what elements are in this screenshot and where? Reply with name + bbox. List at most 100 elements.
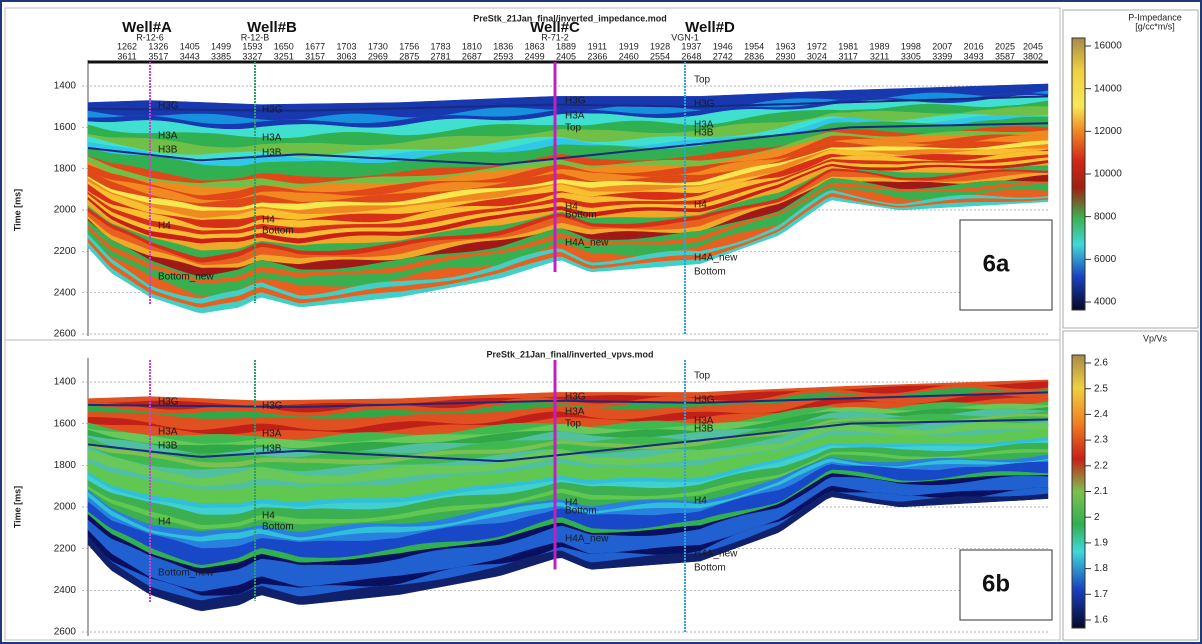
crossline-number: 3385 bbox=[211, 51, 231, 61]
horizon-label: H3B bbox=[262, 444, 282, 455]
inline-number: 1262 bbox=[117, 41, 137, 51]
horizon-label: Top bbox=[694, 75, 711, 86]
horizon-label: H4A_new bbox=[565, 238, 609, 249]
crossline-number: 3327 bbox=[242, 51, 262, 61]
horizon-label: Bottom bbox=[262, 226, 294, 237]
horizon-label: H4 bbox=[262, 215, 275, 226]
crossline-number: 3157 bbox=[305, 51, 325, 61]
horizon-label: Top bbox=[565, 123, 582, 134]
crossline-number: 2875 bbox=[399, 51, 419, 61]
colorbar-unit: [g/cc*m/s] bbox=[1135, 21, 1175, 31]
inline-number: 1405 bbox=[180, 41, 200, 51]
colorbar-tick-label: 1.8 bbox=[1094, 563, 1108, 574]
y-tick-label: 2600 bbox=[54, 329, 77, 340]
horizon-label: H4 bbox=[158, 221, 171, 232]
colorbar bbox=[1072, 355, 1085, 628]
horizon-label: Bottom_new bbox=[158, 568, 214, 579]
y-tick-label: 1600 bbox=[54, 418, 77, 429]
y-tick-label: 1800 bbox=[54, 163, 77, 174]
horizon-label: H3A bbox=[158, 131, 178, 142]
horizon-label: H3B bbox=[158, 441, 178, 452]
crossline-number: 2742 bbox=[713, 51, 733, 61]
horizon-label: Bottom bbox=[565, 506, 597, 517]
horizon-label: H3B bbox=[694, 424, 714, 435]
crossline-number: 2460 bbox=[619, 51, 639, 61]
horizon-label: H3G bbox=[694, 99, 715, 110]
inline-number: 1989 bbox=[870, 41, 890, 51]
inline-number: 1650 bbox=[274, 41, 294, 51]
horizon-label: H3A bbox=[565, 111, 585, 122]
colorbar-title: Vp/Vs bbox=[1143, 333, 1168, 343]
crossline-number: 2405 bbox=[556, 51, 576, 61]
inline-number: 1863 bbox=[525, 41, 545, 51]
crossline-number: 3443 bbox=[180, 51, 200, 61]
crossline-number: 3305 bbox=[901, 51, 921, 61]
horizon-label: H4 bbox=[262, 511, 275, 522]
horizon-label: H3G bbox=[262, 105, 283, 116]
inline-number: 1919 bbox=[619, 41, 639, 51]
crossline-number: 3611 bbox=[117, 51, 136, 61]
inline-number: 1836 bbox=[493, 41, 513, 51]
colorbar-tick-label: 1.9 bbox=[1094, 538, 1108, 549]
horizon-label: H3B bbox=[694, 128, 714, 139]
horizon-label: H3G bbox=[565, 392, 586, 403]
horizon-label: H4A_new bbox=[694, 549, 738, 560]
crossline-number: 2687 bbox=[462, 51, 482, 61]
inline-number: 1928 bbox=[650, 41, 670, 51]
horizon-label: H3G bbox=[565, 96, 586, 107]
crossline-number: 2648 bbox=[681, 51, 701, 61]
y-tick-label: 2600 bbox=[54, 627, 77, 638]
inline-number: 1730 bbox=[368, 41, 388, 51]
inline-number: 1937 bbox=[681, 41, 701, 51]
crossline-number: 3517 bbox=[148, 51, 168, 61]
inline-number: 1963 bbox=[775, 41, 795, 51]
panel-title: PreStk_21Jan_final/inverted_vpvs.mod bbox=[486, 349, 653, 359]
crossline-number: 2836 bbox=[744, 51, 764, 61]
horizon-label: H4A_new bbox=[694, 253, 738, 264]
inline-number: 1593 bbox=[242, 41, 262, 51]
horizon-label: H3A bbox=[262, 429, 282, 440]
inline-number: 1946 bbox=[713, 41, 733, 51]
crossline-number: 3211 bbox=[870, 51, 889, 61]
crossline-number: 3493 bbox=[964, 51, 984, 61]
horizon-label: H4A_new bbox=[565, 534, 609, 545]
colorbar-tick-label: 2.1 bbox=[1094, 486, 1108, 497]
inline-number: 1954 bbox=[744, 41, 764, 51]
figure: Well#AR-12-6Well#BR-12-BWell#CR-71-2Well… bbox=[0, 0, 1202, 644]
inline-number: 2025 bbox=[995, 41, 1015, 51]
crossline-number: 2781 bbox=[431, 51, 451, 61]
colorbar-tick-label: 1.7 bbox=[1094, 589, 1108, 600]
y-tick-label: 2400 bbox=[54, 287, 77, 298]
colorbar-tick-label: 2.4 bbox=[1094, 409, 1108, 420]
horizon-label: Top bbox=[565, 419, 582, 430]
crossline-number: 3024 bbox=[807, 51, 827, 61]
y-tick-label: 2000 bbox=[54, 502, 77, 513]
inline-number: 1677 bbox=[305, 41, 325, 51]
inline-number: 2016 bbox=[964, 41, 984, 51]
colorbar-tick-label: 16000 bbox=[1094, 41, 1122, 52]
colorbar-tick-label: 10000 bbox=[1094, 169, 1122, 180]
colorbar-tick-label: 2.2 bbox=[1094, 460, 1108, 471]
crossline-number: 3802 bbox=[1023, 51, 1043, 61]
crossline-number: 2593 bbox=[493, 51, 513, 61]
y-axis-title: Time [ms] bbox=[12, 189, 22, 231]
inline-number: 1981 bbox=[838, 41, 858, 51]
inline-number: 1911 bbox=[588, 41, 607, 51]
y-tick-label: 1400 bbox=[54, 377, 77, 388]
inline-number: 1499 bbox=[211, 41, 231, 51]
inline-number: 2045 bbox=[1023, 41, 1043, 51]
colorbar bbox=[1072, 38, 1085, 310]
crossline-number: 2930 bbox=[775, 51, 795, 61]
crossline-number: 2969 bbox=[368, 51, 388, 61]
inline-number: 1972 bbox=[807, 41, 827, 51]
inline-number: 1783 bbox=[431, 41, 451, 51]
colorbar-tick-label: 14000 bbox=[1094, 83, 1122, 94]
horizon-label: H4 bbox=[158, 517, 171, 528]
horizon-label: Bottom bbox=[694, 267, 726, 278]
horizon-label: H3B bbox=[262, 148, 282, 159]
horizon-label: H3G bbox=[158, 397, 179, 408]
crossline-number: 2554 bbox=[650, 51, 670, 61]
horizon-label: H4 bbox=[694, 200, 707, 211]
y-tick-label: 2200 bbox=[54, 246, 77, 257]
inline-number: 1889 bbox=[556, 41, 576, 51]
